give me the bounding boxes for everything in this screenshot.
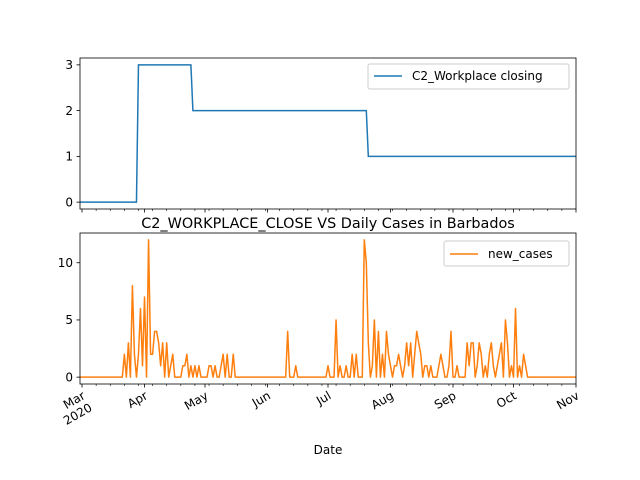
bottom-legend-label: new_cases — [488, 247, 553, 261]
bottom-legend: new_cases — [443, 240, 570, 267]
chart-title: C2_WORKPLACE_CLOSE VS Daily Cases in Bar… — [141, 216, 515, 232]
x-tick-label: Jul — [313, 388, 333, 408]
series-line-new-cases — [80, 239, 576, 378]
series-line-c2-workplace-closing — [80, 64, 576, 203]
top-legend: C2_Workplace closing — [367, 63, 570, 90]
y-tick-label: 2 — [65, 104, 73, 118]
bottom-plot-frame — [79, 232, 577, 385]
top-legend-label: C2_Workplace closing — [412, 69, 543, 83]
top-subplot: 0 1 2 3 C2_Workplace closing — [65, 57, 577, 213]
top-y-ticks: 0 1 2 3 — [65, 58, 80, 209]
top-plot-frame — [79, 57, 577, 210]
y-tick-label: 5 — [65, 313, 73, 327]
bottom-legend-box — [443, 240, 570, 267]
y-tick-label: 0 — [65, 370, 73, 384]
y-tick-label: 1 — [65, 150, 73, 164]
y-tick-label: 3 — [65, 58, 73, 72]
x-axis-label: Date — [314, 443, 343, 457]
y-tick-label: 0 — [65, 195, 73, 209]
top-legend-box — [367, 63, 570, 90]
bottom-y-ticks: 0 5 10 — [58, 256, 80, 384]
y-tick-label: 10 — [58, 256, 73, 270]
